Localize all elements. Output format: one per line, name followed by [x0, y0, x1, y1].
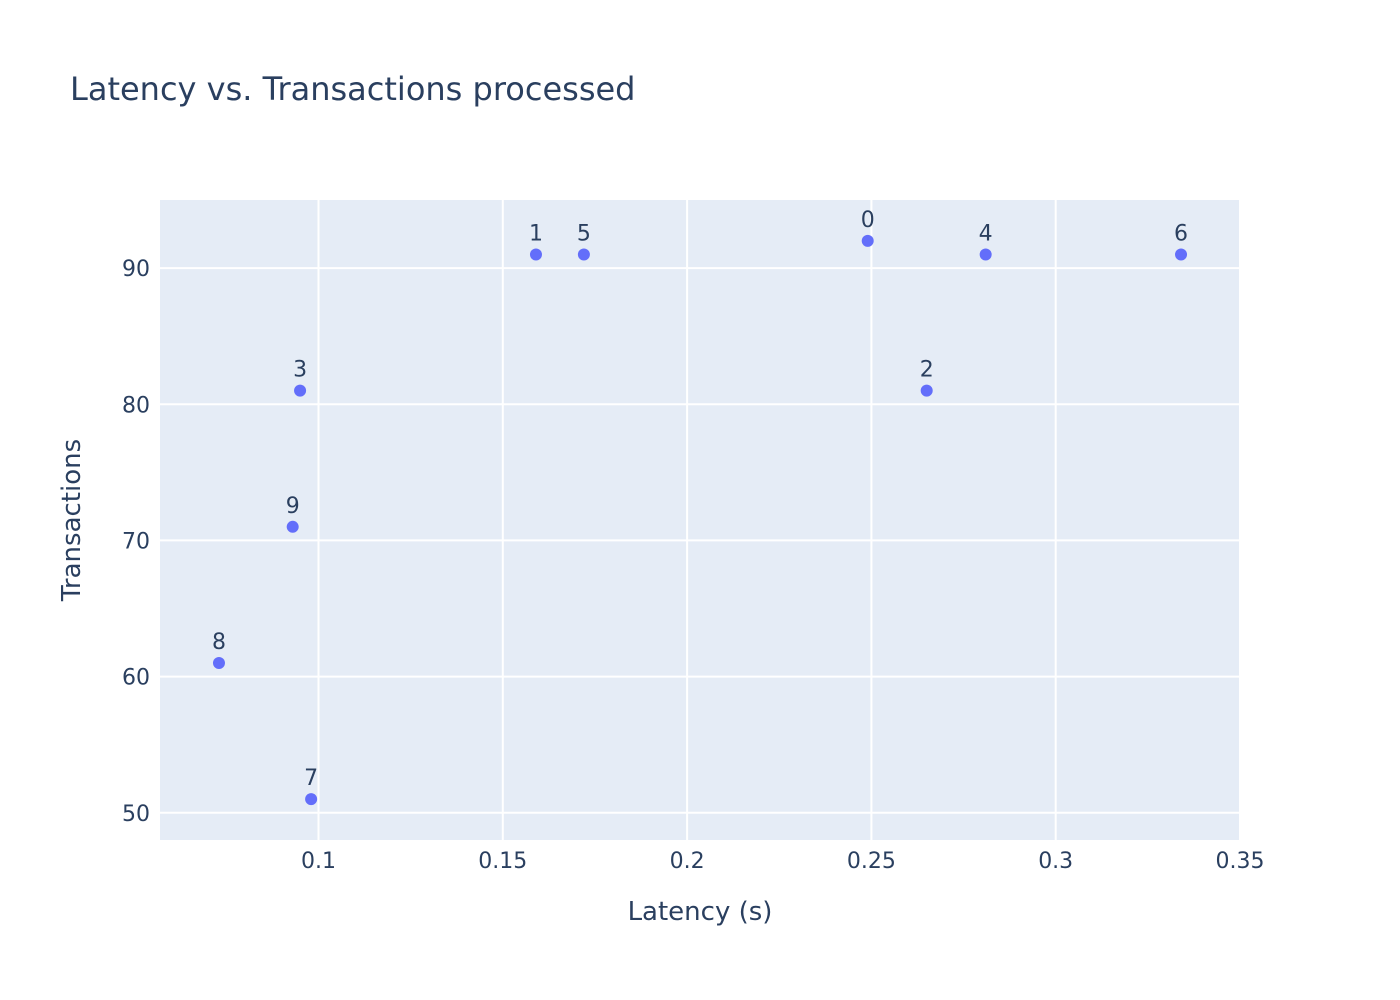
data-point-label: 9 — [286, 494, 300, 519]
data-point[interactable] — [529, 248, 542, 261]
x-tick-label: 0.15 — [478, 849, 527, 874]
data-point-label: 4 — [979, 221, 993, 246]
data-point[interactable] — [212, 656, 225, 669]
data-point[interactable] — [305, 793, 318, 806]
y-tick-label: 50 — [122, 802, 150, 827]
x-tick-label: 0.35 — [1216, 849, 1265, 874]
x-tick-label: 0.2 — [670, 849, 705, 874]
data-point-label: 7 — [304, 766, 318, 791]
x-tick-label: 0.3 — [1038, 849, 1073, 874]
gridlines — [160, 200, 1241, 840]
x-tick-label: 0.25 — [847, 849, 896, 874]
data-point[interactable] — [1175, 248, 1188, 261]
data-point-label: 6 — [1174, 221, 1188, 246]
plot-area — [160, 200, 1240, 840]
chart-title: Latency vs. Transactions processed — [70, 70, 635, 108]
data-point-label: 2 — [920, 358, 934, 383]
data-point-label: 0 — [861, 208, 875, 233]
x-axis-title: Latency (s) — [628, 897, 773, 927]
x-axis-ticks: 0.1 0.15 0.2 0.25 0.3 0.35 — [301, 849, 1264, 874]
data-point[interactable] — [920, 384, 933, 397]
data-point-label: 1 — [529, 221, 543, 246]
y-axis-ticks: 50 60 70 80 90 — [122, 257, 150, 827]
data-points: 0 1 2 3 4 5 6 7 8 9 — [212, 208, 1188, 806]
y-tick-label: 90 — [122, 257, 150, 282]
y-tick-label: 80 — [122, 393, 150, 418]
data-point[interactable] — [979, 248, 992, 261]
data-point-label: 5 — [577, 221, 591, 246]
data-point[interactable] — [577, 248, 590, 261]
data-point[interactable] — [286, 520, 299, 533]
data-point-label: 8 — [212, 630, 226, 655]
data-point-label: 3 — [293, 358, 307, 383]
data-point[interactable] — [294, 384, 307, 397]
data-point[interactable] — [861, 234, 874, 247]
y-tick-label: 60 — [122, 666, 150, 691]
x-tick-label: 0.1 — [301, 849, 336, 874]
y-tick-label: 70 — [122, 529, 150, 554]
y-axis-title: Transactions — [57, 439, 87, 602]
